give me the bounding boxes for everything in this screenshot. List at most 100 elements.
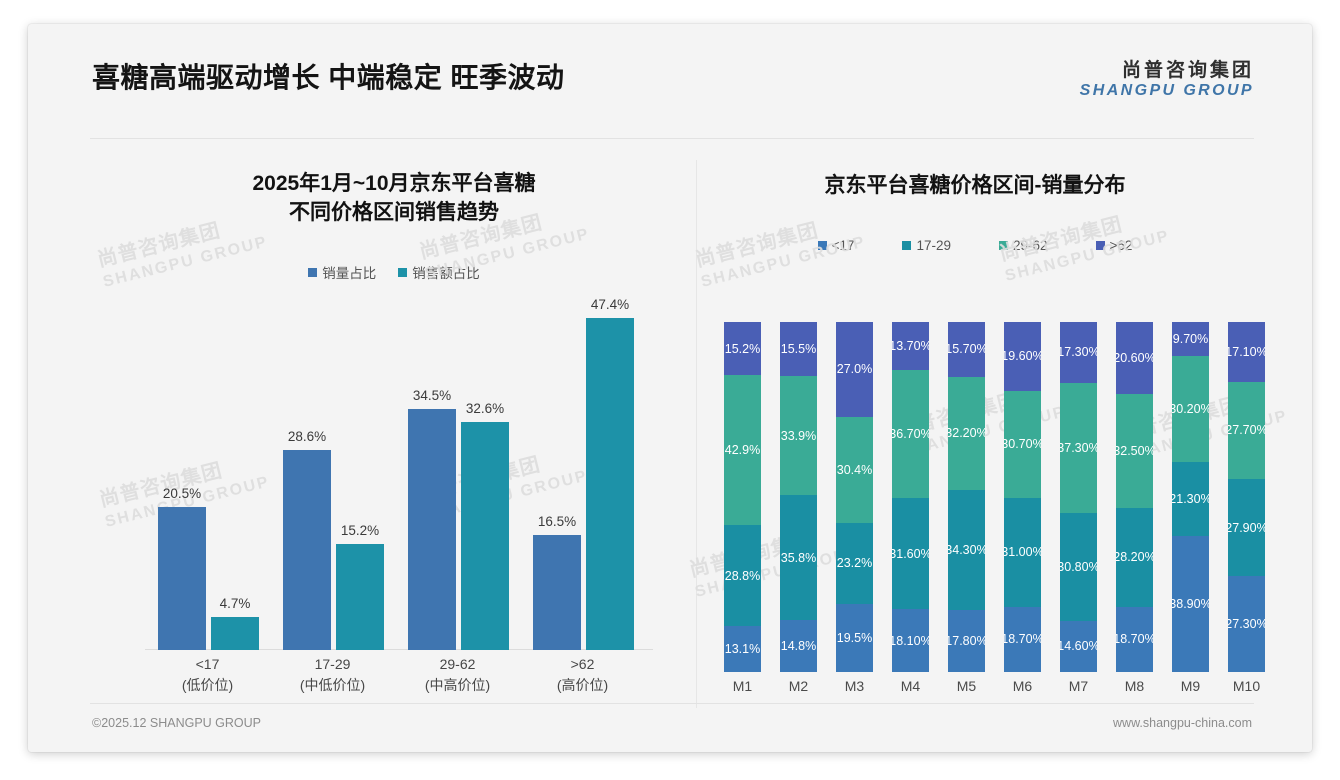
bar-group: 28.6% 15.2% <box>270 300 395 650</box>
stack-segment-label: 42.9% <box>724 443 761 458</box>
stack-segment-label: 19.5% <box>836 631 873 646</box>
stack-segment-label: 17.80% <box>948 633 985 648</box>
right-legend-item-0[interactable]: <17 <box>817 238 854 253</box>
stacked-bar-M4[interactable]: 13.70% 36.70% 31.60% 18.10% <box>892 322 929 673</box>
stack-segment-label: 14.8% <box>780 639 817 654</box>
stack-segment-label: 15.2% <box>724 341 761 356</box>
stack-segment->62[interactable]: 19.60% <box>1004 322 1041 391</box>
stack-segment->62[interactable]: 17.30% <box>1060 322 1097 383</box>
stack-segment-29-62[interactable]: 32.50% <box>1116 394 1153 508</box>
stack-segment-<17[interactable]: 18.70% <box>1116 606 1153 672</box>
stack-segment-<17[interactable]: 14.8% <box>780 620 817 672</box>
stacked-bar-M1[interactable]: 15.2% 42.9% 28.8% 13.1% <box>724 322 761 672</box>
stack-segment-29-62[interactable]: 33.9% <box>780 376 817 495</box>
bar-17-29-销售额占比[interactable]: 15.2% <box>336 523 384 650</box>
stack-segment-label: 37.30% <box>1060 440 1097 455</box>
stack-segment-label: 33.9% <box>780 428 817 443</box>
stack-segment-17-29[interactable]: 35.8% <box>780 494 817 621</box>
x-axis-category-label: >62 (高价位) <box>520 654 645 696</box>
stack-segment-<17[interactable]: 18.10% <box>892 608 929 673</box>
legend-label: 17-29 <box>916 238 951 253</box>
stack-segment-<17[interactable]: 14.60% <box>1060 620 1097 672</box>
stack-segment-label: 14.60% <box>1060 639 1097 654</box>
stack-segment->62[interactable]: 15.5% <box>780 322 817 377</box>
stack-segment->62[interactable]: 15.70% <box>948 322 985 377</box>
stack-segment-17-29[interactable]: 28.20% <box>1116 507 1153 607</box>
left-legend-item-0[interactable]: 销量占比 <box>308 262 376 282</box>
stack-segment-label: 27.30% <box>1228 617 1265 632</box>
stacked-bar-M2[interactable]: 15.5% 33.9% 35.8% 14.8% <box>780 322 817 672</box>
stack-segment->62[interactable]: 17.10% <box>1228 322 1265 382</box>
left-legend-item-1[interactable]: 销售额占比 <box>398 262 480 282</box>
stack-segment-17-29[interactable]: 30.80% <box>1060 513 1097 621</box>
stack-segment-label: 28.20% <box>1116 550 1153 565</box>
bar-29-62-销售额占比[interactable]: 32.6% <box>461 401 509 650</box>
x-axis-range: 17-29 <box>314 656 351 672</box>
stack-segment-label: 18.70% <box>1116 632 1153 647</box>
stack-segment-label: 30.80% <box>1060 559 1097 574</box>
stacked-bar-M7[interactable]: 17.30% 37.30% 30.80% 14.60% <box>1060 322 1097 672</box>
stacked-bar-M8[interactable]: 20.60% 32.50% 28.20% 18.70% <box>1116 322 1153 672</box>
stack-segment-label: 18.10% <box>892 633 929 648</box>
x-axis-category-label: 29-62 (中高价位) <box>395 654 520 696</box>
right-legend-item-2[interactable]: 29-62 <box>999 238 1048 253</box>
stack-segment-29-62[interactable]: 30.70% <box>1004 390 1041 499</box>
stacked-bar-M9[interactable]: 9.70% 30.20% 21.30% 38.90% <box>1172 322 1209 673</box>
stack-segment-<17[interactable]: 17.80% <box>948 609 985 672</box>
stack-segment->62[interactable]: 20.60% <box>1116 322 1153 395</box>
stack-segment->62[interactable]: 9.70% <box>1172 322 1209 356</box>
stack-segment-29-62[interactable]: 36.70% <box>892 369 929 499</box>
stack-segment-29-62[interactable]: 32.20% <box>948 376 985 490</box>
watermark-en: SHANGPU GROUP <box>1003 227 1172 285</box>
logo-chinese-text: 尚普咨询集团 <box>1121 60 1254 81</box>
legend-label: >62 <box>1109 238 1133 253</box>
stack-segment-label: 15.5% <box>780 342 817 357</box>
x-axis-month-label: M8 <box>1124 678 1145 694</box>
stack-segment-<17[interactable]: 27.30% <box>1228 576 1265 672</box>
bar-17-销量占比[interactable]: 20.5% <box>158 486 206 650</box>
x-axis-month-label: M3 <box>844 678 865 694</box>
stack-segment->62[interactable]: 27.0% <box>836 322 873 417</box>
stack-segment-17-29[interactable]: 34.30% <box>948 489 985 610</box>
stack-segment-29-62[interactable]: 42.9% <box>724 375 761 526</box>
stack-segment->62[interactable]: 15.2% <box>724 322 761 376</box>
bar-17-销售额占比[interactable]: 4.7% <box>211 596 259 650</box>
stack-segment->62[interactable]: 13.70% <box>892 322 929 370</box>
bar-62-销量占比[interactable]: 16.5% <box>533 514 581 650</box>
bar-group: 34.5% 32.6% <box>395 300 520 650</box>
x-axis-month-label: M7 <box>1068 678 1089 694</box>
bar-value-label: 28.6% <box>287 428 327 444</box>
stack-segment-17-29[interactable]: 23.2% <box>836 522 873 605</box>
stacked-bar-M5[interactable]: 15.70% 32.20% 34.30% 17.80% <box>948 322 985 672</box>
stack-segment-<17[interactable]: 38.90% <box>1172 536 1209 673</box>
stack-segment-29-62[interactable]: 30.20% <box>1172 355 1209 462</box>
bar-62-销售额占比[interactable]: 47.4% <box>586 297 634 650</box>
stack-segment-29-62[interactable]: 30.4% <box>836 416 873 523</box>
stack-segment-17-29[interactable]: 31.00% <box>1004 498 1041 607</box>
stack-segment-17-29[interactable]: 27.90% <box>1228 478 1265 577</box>
x-axis-month-label: M1 <box>732 678 753 694</box>
stack-segment-29-62[interactable]: 27.70% <box>1228 381 1265 479</box>
x-axis-month-label: M5 <box>956 678 977 694</box>
stack-segment-<17[interactable]: 13.1% <box>724 626 761 672</box>
stacked-bar-M10[interactable]: 17.10% 27.70% 27.90% 27.30% <box>1228 322 1265 672</box>
stack-segment-<17[interactable]: 19.5% <box>836 604 873 673</box>
stack-segment-17-29[interactable]: 28.8% <box>724 525 761 627</box>
right-legend-item-1[interactable]: 17-29 <box>902 238 951 253</box>
stack-segment-17-29[interactable]: 21.30% <box>1172 461 1209 537</box>
x-axis-tier: (低价位) <box>181 677 234 693</box>
stacked-bar-M3[interactable]: 27.0% 30.4% 23.2% 19.5% <box>836 322 873 673</box>
x-axis-category-label: 17-29 (中低价位) <box>270 654 395 696</box>
stack-segment-<17[interactable]: 18.70% <box>1004 606 1041 672</box>
stack-segment-17-29[interactable]: 31.60% <box>892 498 929 609</box>
left-chart-title: 2025年1月~10月京东平台喜糖 不同价格区间销售趋势 <box>140 170 648 228</box>
bar-29-62-销量占比[interactable]: 34.5% <box>408 388 456 650</box>
right-chart-panel: 京东平台喜糖价格区间-销量分布 <17 17-29 29-62 >62 尚普咨询集团 … <box>687 150 1289 716</box>
stack-segment-label: 15.70% <box>948 342 985 357</box>
right-legend-item-3[interactable]: >62 <box>1095 238 1133 253</box>
legend-swatch-icon <box>1095 241 1105 250</box>
bar-17-29-销量占比[interactable]: 28.6% <box>283 429 331 650</box>
footer-divider <box>90 703 1254 704</box>
stack-segment-29-62[interactable]: 37.30% <box>1060 382 1097 514</box>
stacked-bar-M6[interactable]: 19.60% 30.70% 31.00% 18.70% <box>1004 322 1041 672</box>
